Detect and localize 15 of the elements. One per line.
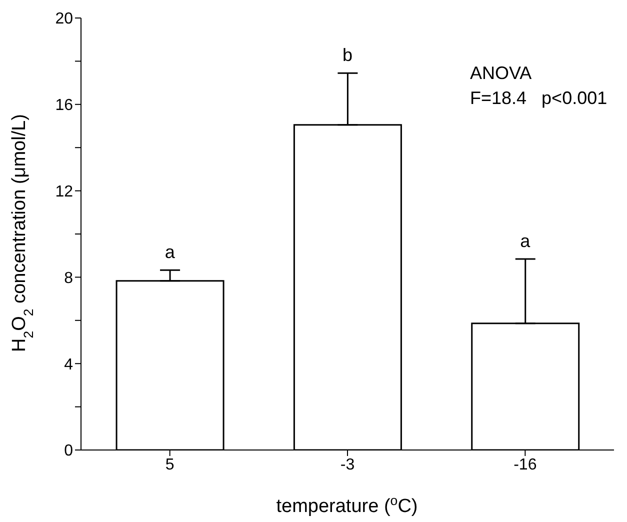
y-tick-label: 12 [55, 183, 74, 200]
annotation: ANOVA [470, 63, 532, 83]
y-tick-label: 16 [55, 97, 74, 114]
y-tick-label: 0 [64, 442, 74, 460]
annotation: F=18.4 p<0.001 [470, 88, 608, 108]
annotation: b [342, 45, 353, 66]
x-tick-label: -3 [340, 456, 355, 474]
y-tick-label: 4 [64, 356, 74, 374]
x-tick-label: 5 [165, 456, 174, 474]
annotation: a [520, 231, 532, 252]
y-tick-label: 20 [55, 10, 74, 28]
annotation: a [164, 242, 176, 262]
x-axis-title: temperature ($^{o}$C) [276, 492, 418, 517]
y-tick-label: 8 [64, 270, 74, 287]
x-tick-label: -16 [514, 456, 537, 474]
